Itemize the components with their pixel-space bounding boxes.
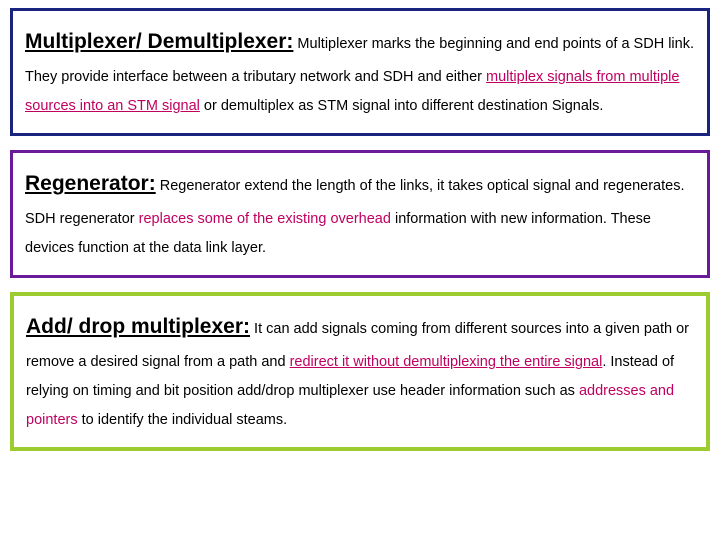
multiplexer-title: Multiplexer/ Demultiplexer: bbox=[25, 30, 293, 53]
multiplexer-text-2: or demultiplex as STM signal into differ… bbox=[200, 98, 604, 114]
regenerator-highlight-1: replaces some of the existing overhead bbox=[139, 211, 391, 227]
add-drop-box: Add/ drop multiplexer: It can add signal… bbox=[10, 292, 710, 451]
regenerator-box: Regenerator: Regenerator extend the leng… bbox=[10, 150, 710, 278]
add-drop-highlight-1: redirect it without demultiplexing the e… bbox=[290, 354, 603, 370]
regenerator-title: Regenerator: bbox=[25, 172, 156, 195]
add-drop-text-3: to identify the individual steams. bbox=[78, 412, 288, 428]
multiplexer-box: Multiplexer/ Demultiplexer: Multiplexer … bbox=[10, 8, 710, 136]
add-drop-title: Add/ drop multiplexer: bbox=[26, 315, 250, 338]
